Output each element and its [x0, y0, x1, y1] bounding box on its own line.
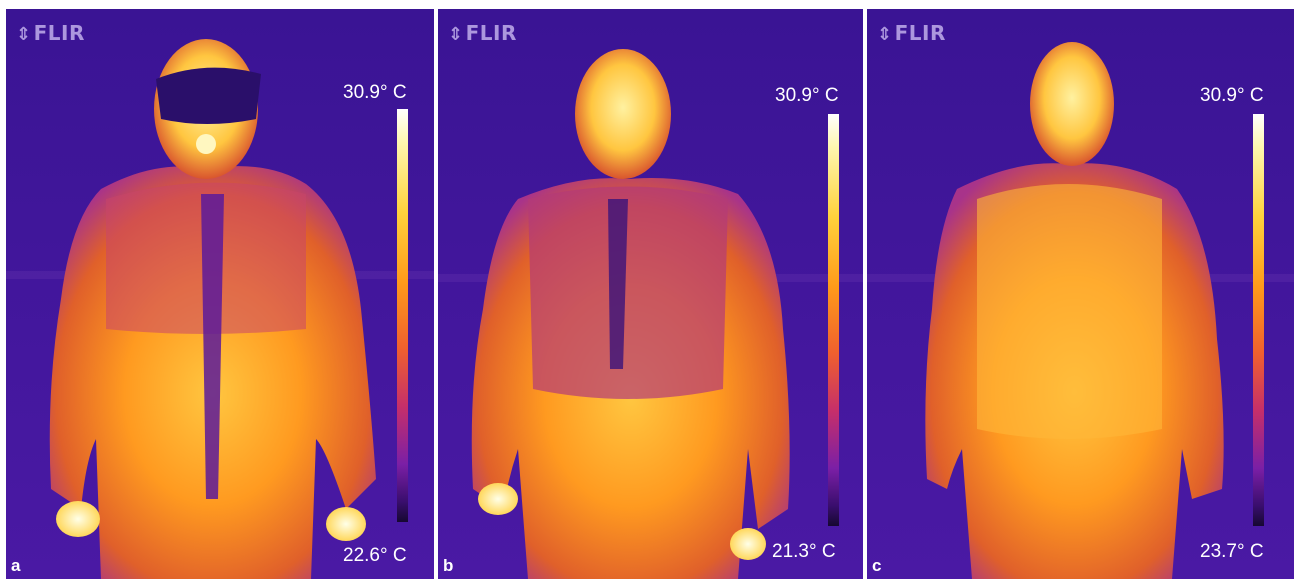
max-temp-label: 30.9° C — [343, 82, 407, 103]
max-temp-label: 30.9° C — [1200, 85, 1264, 106]
thermal-image-back-warm — [867, 9, 1294, 579]
thermal-panel-c: ⇕ FLIR 30.9° C 23.7° C c — [867, 9, 1294, 579]
thermal-image-front — [6, 9, 434, 579]
max-temp-label: 30.9° C — [775, 85, 839, 106]
thermal-panel-a: ⇕ FLIR 30.9° C 22.6° C a — [6, 9, 434, 579]
flir-logo: ⇕ FLIR — [877, 21, 946, 45]
panel-letter: c — [872, 556, 882, 575]
thermal-panel-b: ⇕ FLIR 30.9° C 21.3° C b — [438, 9, 863, 579]
thermal-image-back — [438, 9, 863, 579]
panel-letter: b — [443, 556, 454, 575]
temperature-scale-bar — [828, 114, 839, 526]
min-temp-label: 22.6° C — [343, 545, 407, 566]
min-temp-label: 21.3° C — [772, 541, 836, 562]
temperature-scale-bar — [397, 109, 408, 522]
panel-letter: a — [11, 556, 21, 575]
flir-logo: ⇕ FLIR — [448, 21, 517, 45]
min-temp-label: 23.7° C — [1200, 541, 1264, 562]
flir-logo: ⇕ FLIR — [16, 21, 85, 45]
temperature-scale-bar — [1253, 114, 1264, 526]
